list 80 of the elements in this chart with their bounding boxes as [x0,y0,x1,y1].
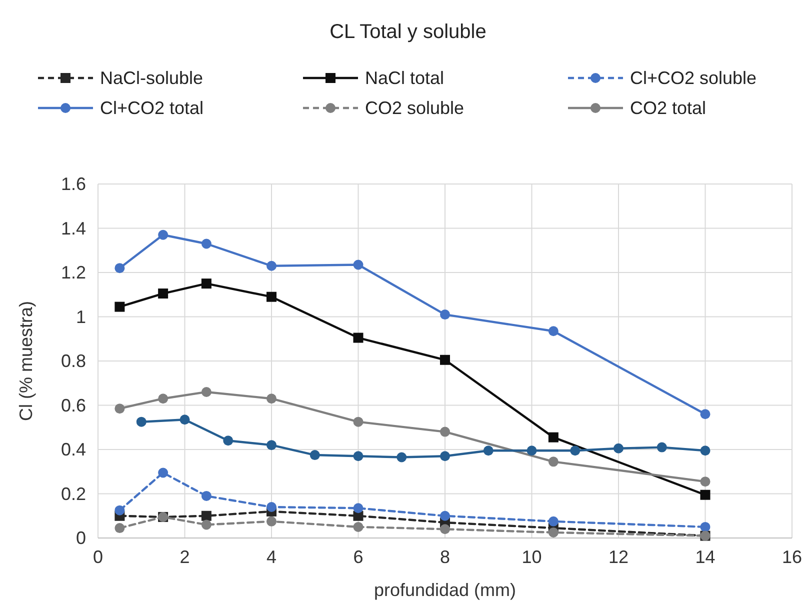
point [201,238,212,249]
y-tick-label: 1 [76,306,86,327]
point [548,456,558,467]
point [158,230,168,240]
y-tick-label: 1.4 [60,218,86,238]
point [656,442,667,452]
point [700,476,710,487]
point [266,292,276,302]
point [201,386,212,397]
point [700,446,710,456]
point [440,451,450,462]
point [201,510,212,521]
y-tick-label: 0.8 [60,351,86,371]
legend-label: CO2 soluble [365,98,464,118]
point [353,260,364,270]
point [353,503,364,514]
point [440,510,450,521]
point [180,414,190,425]
point [201,490,212,501]
point [548,432,558,442]
y-tick-label: 1.6 [60,174,86,194]
point [700,522,710,532]
legend-label: Cl+CO2 total [100,98,204,118]
point [548,516,558,526]
point [440,426,450,437]
point [266,394,276,404]
point [396,452,407,462]
point [266,260,276,271]
y-tick-label: 0.2 [60,484,86,504]
y-tick-label: 1.2 [60,262,86,282]
x-tick-label: 2 [180,547,190,567]
point [114,263,125,274]
legend-label: NaCl total [365,68,444,88]
point [353,416,364,427]
point [266,502,276,512]
point [440,310,450,320]
legend-label: Cl+CO2 soluble [630,68,757,88]
y-tick-label: 0 [76,528,86,548]
y-tick-label: 0.6 [60,395,86,416]
point [353,332,364,343]
point [526,446,537,456]
point [201,278,212,289]
point [266,516,276,526]
point [223,436,234,446]
point [158,394,168,404]
x-tick-label: 16 [782,547,802,567]
point [310,450,320,460]
point [114,302,125,312]
point [548,326,558,336]
point [353,451,364,462]
point [158,288,168,299]
x-tick-label: 8 [440,547,450,567]
y-axis-title: Cl (% muestra) [16,300,36,422]
point [700,409,710,420]
point [114,505,125,516]
point [353,522,364,532]
point [440,524,450,534]
legend-label: CO2 total [630,98,706,118]
point [114,523,125,534]
x-tick-label: 14 [695,547,716,567]
legend-label: NaCl-soluble [100,68,204,88]
point [440,354,450,365]
point [266,440,276,450]
x-tick-label: 0 [92,547,104,567]
x-tick-label: 12 [608,547,629,567]
point [548,527,558,538]
point [136,416,146,427]
point [201,520,212,530]
point [570,446,580,456]
point [700,490,710,500]
x-tick-label: 4 [266,547,277,567]
x-tick-label: 6 [353,547,364,567]
point [114,404,125,414]
point [158,468,168,478]
point [483,446,494,456]
y-tick-label: 0.4 [60,440,86,460]
x-tick-label: 10 [522,547,542,567]
chart-title: CL Total y soluble [330,21,486,43]
point [614,443,624,454]
x-axis-title: profundidad (mm) [374,580,516,600]
